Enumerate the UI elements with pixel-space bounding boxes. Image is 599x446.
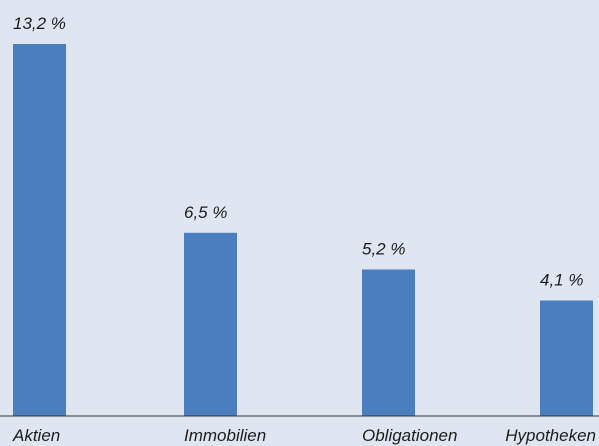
value-label-hypotheken: 4,1 %	[540, 271, 583, 290]
category-label-aktien: Aktien	[12, 426, 60, 445]
value-label-immobilien: 6,5 %	[184, 203, 227, 222]
category-label-hypotheken: Hypotheken	[505, 426, 596, 445]
bar-hypotheken	[540, 300, 593, 416]
category-labels-group: Aktien Immobilien Obligationen Hypotheken	[12, 426, 596, 445]
bar-aktien	[13, 44, 66, 416]
value-label-aktien: 13,2 %	[13, 14, 66, 33]
value-label-obligationen: 5,2 %	[362, 240, 405, 259]
category-label-immobilien: Immobilien	[184, 426, 266, 445]
bar-immobilien	[184, 232, 237, 416]
bars-group	[13, 44, 593, 416]
category-label-obligationen: Obligationen	[362, 426, 457, 445]
bar-obligationen	[362, 269, 415, 416]
value-labels-group: 13,2 % 6,5 % 5,2 % 4,1 %	[13, 14, 583, 290]
